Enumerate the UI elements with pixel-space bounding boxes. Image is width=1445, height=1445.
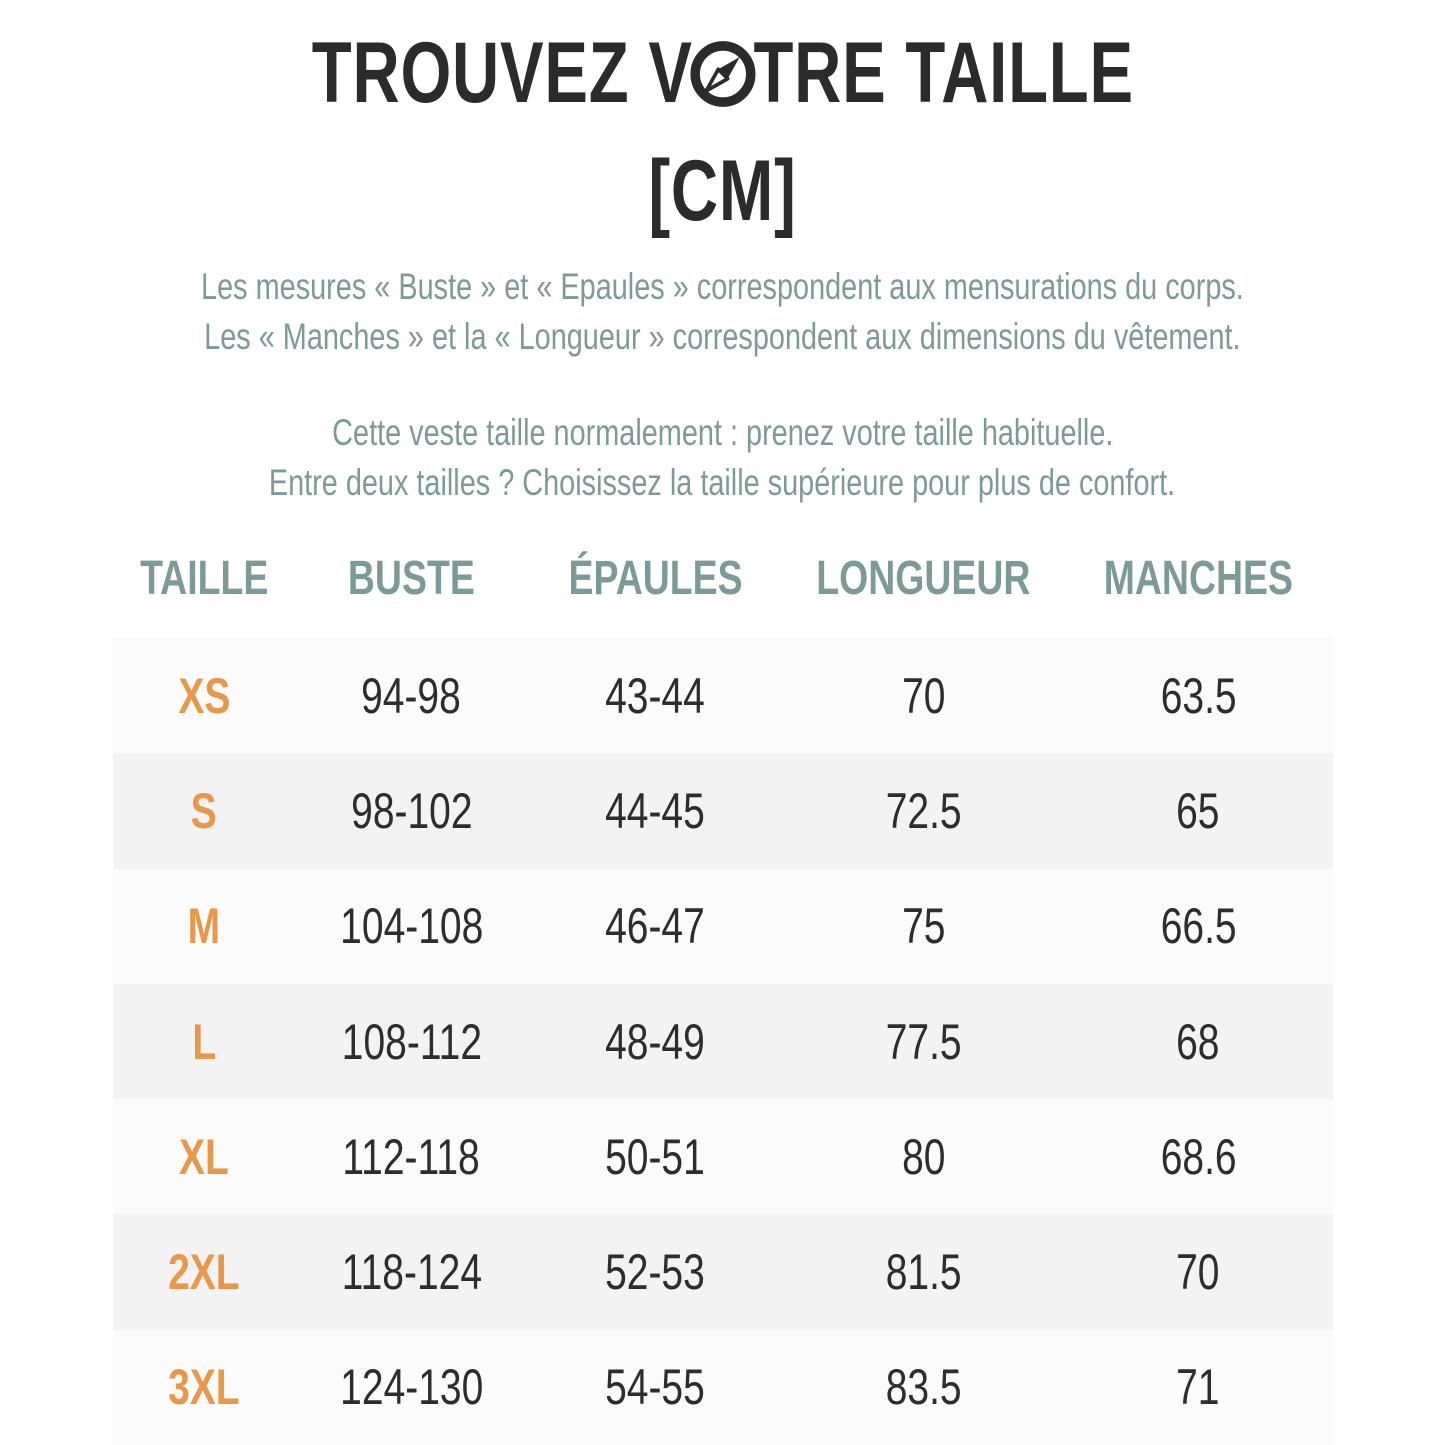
size-label: S xyxy=(190,782,218,839)
buste-value: 108-112 xyxy=(341,1013,482,1070)
title-part-2: TRE TAILLE xyxy=(753,25,1134,121)
epaules-value: 46-47 xyxy=(605,898,706,955)
buste-value: 118-124 xyxy=(341,1244,482,1301)
page-title-line-2: [CM] xyxy=(0,132,1445,250)
title-units: [CM] xyxy=(648,143,797,239)
buste-value: 94-98 xyxy=(361,667,462,724)
longueur-value: 70 xyxy=(902,667,946,724)
buste-value: 104-108 xyxy=(339,898,483,955)
epaules-value: 54-55 xyxy=(605,1359,706,1416)
fit-advice: Cette veste taille normalement : prenez … xyxy=(0,408,1445,508)
title-part-1: TROUVEZ V xyxy=(311,25,693,121)
longueur-value: 72.5 xyxy=(885,782,962,839)
size-label: XL xyxy=(179,1128,229,1185)
column-header-taille: TAILLE xyxy=(139,552,269,605)
compass-icon xyxy=(686,37,759,111)
table-row-xs: XS 94-98 43-44 70 63.5 xyxy=(112,638,1333,754)
epaules-value: 43-44 xyxy=(605,667,706,724)
size-label: 2XL xyxy=(168,1244,240,1301)
table-row-m: M 104-108 46-47 75 66.5 xyxy=(112,868,1333,984)
longueur-value: 75 xyxy=(902,898,946,955)
manches-value: 71 xyxy=(1176,1359,1220,1416)
longueur-value: 81.5 xyxy=(885,1244,962,1301)
page-title-line-1: TROUVEZ V TRE TAILLE xyxy=(0,14,1445,132)
table-header-row: TAILLE BUSTE ÉPAULES LONGUEUR MANCHES xyxy=(112,520,1333,638)
table-row-2xl: 2XL 118-124 52-53 81.5 70 xyxy=(112,1214,1333,1330)
column-header-epaules: ÉPAULES xyxy=(568,552,743,605)
longueur-value: 80 xyxy=(902,1128,946,1185)
buste-value: 112-118 xyxy=(342,1128,481,1185)
buste-value: 98-102 xyxy=(350,782,473,839)
manches-value: 68 xyxy=(1176,1013,1220,1070)
table-row-xl: XL 112-118 50-51 80 68.6 xyxy=(112,1099,1333,1215)
epaules-value: 48-49 xyxy=(605,1013,706,1070)
size-label: L xyxy=(192,1013,216,1070)
longueur-value: 83.5 xyxy=(885,1359,962,1416)
manches-value: 68.6 xyxy=(1160,1128,1237,1185)
column-header-longueur: LONGUEUR xyxy=(816,552,1031,605)
size-label: 3XL xyxy=(168,1359,240,1416)
manches-value: 63.5 xyxy=(1160,667,1237,724)
fit-advice-line-1: Cette veste taille normalement : prenez … xyxy=(331,412,1114,453)
manches-value: 66.5 xyxy=(1160,898,1237,955)
epaules-value: 50-51 xyxy=(605,1128,706,1185)
buste-value: 124-130 xyxy=(339,1359,483,1416)
table-row-s: S 98-102 44-45 72.5 65 xyxy=(112,753,1333,869)
measure-explanation-line-1: Les mesures « Buste » et « Epaules » cor… xyxy=(201,266,1244,307)
table-row-l: L 108-112 48-49 77.5 68 xyxy=(112,983,1333,1100)
measure-explanation: Les mesures « Buste » et « Epaules » cor… xyxy=(0,262,1445,362)
size-label: M xyxy=(187,898,221,955)
table-row-3xl: 3XL 124-130 54-55 83.5 71 xyxy=(112,1329,1333,1445)
manches-value: 65 xyxy=(1176,782,1220,839)
epaules-value: 52-53 xyxy=(605,1244,706,1301)
epaules-value: 44-45 xyxy=(605,782,706,839)
measure-explanation-line-2: Les « Manches » et la « Longueur » corre… xyxy=(204,316,1241,357)
column-header-buste: BUSTE xyxy=(347,552,475,605)
manches-value: 70 xyxy=(1176,1244,1220,1301)
longueur-value: 77.5 xyxy=(885,1013,962,1070)
fit-advice-line-2: Entre deux tailles ? Choisissez la taill… xyxy=(269,462,1176,503)
title-block: TROUVEZ V TRE TAILLE [CM] xyxy=(0,0,1445,250)
size-table: TAILLE BUSTE ÉPAULES LONGUEUR MANCHES XS… xyxy=(112,520,1333,1445)
size-label: XS xyxy=(177,667,231,724)
column-header-manches: MANCHES xyxy=(1103,552,1293,605)
